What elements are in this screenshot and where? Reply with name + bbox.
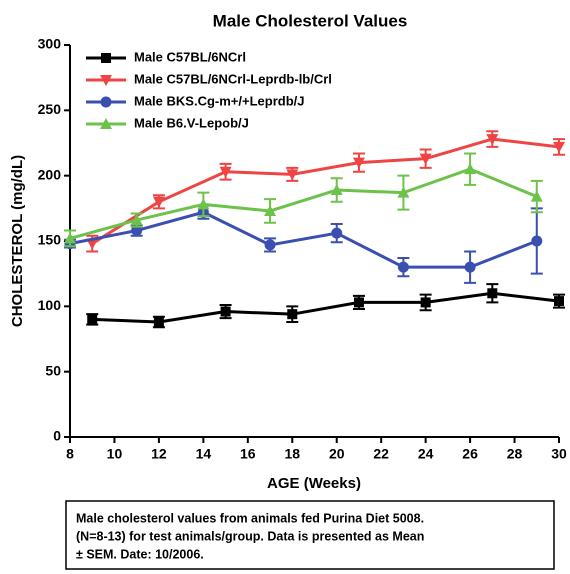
series-line xyxy=(92,291,560,324)
marker xyxy=(330,184,343,196)
y-axis-label: CHOLESTEROL (mg/dL) xyxy=(9,155,26,327)
marker xyxy=(286,169,299,181)
x-tick-label: 26 xyxy=(462,446,478,462)
note-line: Male cholesterol values from animals fed… xyxy=(76,511,424,525)
y-tick-label: 0 xyxy=(53,428,61,444)
legend-label: Male C57BL/6NCrl xyxy=(134,49,246,64)
marker xyxy=(397,261,409,273)
x-tick-label: 28 xyxy=(507,446,523,462)
x-tick-label: 8 xyxy=(66,446,74,462)
series-line xyxy=(69,210,538,269)
x-tick-label: 24 xyxy=(418,446,434,462)
y-tick-label: 200 xyxy=(38,166,62,182)
legend-label: Male C57BL/6NCrl-Leprdb-lb/Crl xyxy=(134,71,332,86)
marker xyxy=(486,134,499,146)
series-line xyxy=(69,167,538,240)
x-tick-label: 22 xyxy=(373,446,389,462)
marker xyxy=(264,239,276,251)
marker xyxy=(353,297,364,308)
x-axis-label: AGE (Weeks) xyxy=(267,475,361,492)
marker xyxy=(219,166,232,178)
chart-title: Male Cholesterol Values xyxy=(213,11,408,30)
marker xyxy=(130,214,143,226)
series-line xyxy=(91,137,560,245)
x-tick-label: 18 xyxy=(284,446,300,462)
marker xyxy=(87,314,98,325)
marker xyxy=(264,204,277,216)
y-tick-label: 250 xyxy=(38,101,62,117)
x-tick-label: 30 xyxy=(551,446,567,462)
marker xyxy=(464,163,477,175)
y-tick-label: 100 xyxy=(38,297,62,313)
y-tick-label: 150 xyxy=(38,232,62,248)
marker xyxy=(287,309,298,320)
marker xyxy=(153,317,164,328)
note-line: (N=8-13) for test animals/group. Data is… xyxy=(76,529,424,543)
marker xyxy=(420,297,431,308)
legend-marker xyxy=(100,75,112,86)
note-line: ± SEM. Date: 10/2006. xyxy=(76,547,204,561)
marker xyxy=(197,198,210,210)
marker xyxy=(530,190,543,202)
marker xyxy=(131,225,143,237)
x-tick-label: 12 xyxy=(151,446,167,462)
legend-marker xyxy=(100,96,112,108)
marker xyxy=(554,296,564,307)
marker xyxy=(397,186,410,198)
note-box xyxy=(65,500,555,570)
x-tick-label: 20 xyxy=(329,446,345,462)
y-tick-label: 50 xyxy=(45,362,61,378)
marker xyxy=(64,232,76,244)
marker xyxy=(531,235,543,247)
legend-marker xyxy=(100,118,112,129)
marker xyxy=(152,196,165,208)
marker xyxy=(553,141,565,153)
x-tick-label: 14 xyxy=(196,446,212,462)
marker xyxy=(220,306,231,317)
marker xyxy=(464,261,476,273)
x-tick-label: 10 xyxy=(107,446,123,462)
marker xyxy=(419,153,432,165)
legend-label: Male BKS.Cg-m+/+Leprdb/J xyxy=(134,93,304,108)
legend-label: Male B6.V-Lepob/J xyxy=(134,115,249,130)
x-tick-label: 16 xyxy=(240,446,256,462)
marker xyxy=(331,227,343,239)
marker xyxy=(352,157,365,169)
legend-marker xyxy=(101,53,111,63)
marker xyxy=(487,288,498,299)
y-tick-label: 300 xyxy=(38,36,62,52)
